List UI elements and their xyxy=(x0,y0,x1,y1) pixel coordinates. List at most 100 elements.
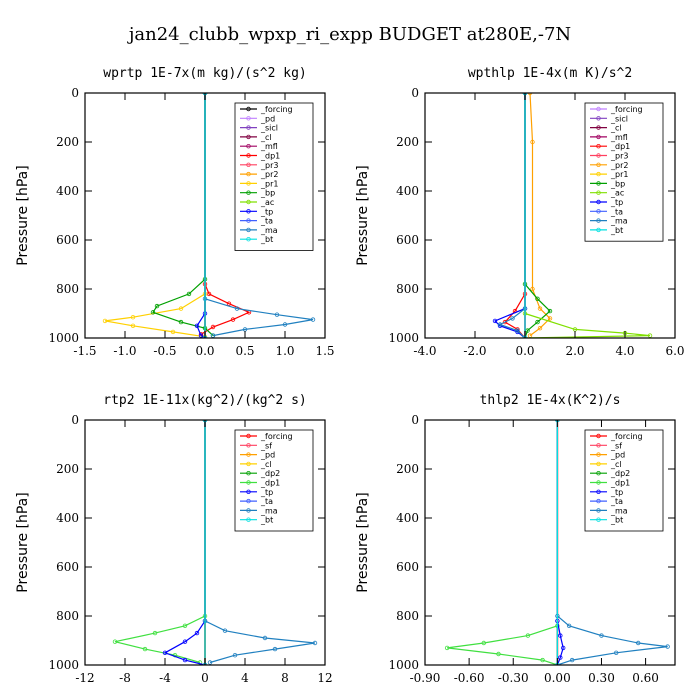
legend: _forcing_sicl_cl_mfl_dp1_pr3_pr2_pr1_bp_… xyxy=(584,102,664,242)
legend-marker xyxy=(246,218,251,223)
legend-marker xyxy=(246,227,251,233)
series-point xyxy=(665,644,670,649)
x-tick-label: -4.0 xyxy=(413,344,436,358)
x-tick-label: 0.00 xyxy=(544,671,571,685)
series-point xyxy=(312,640,318,646)
y-tick-label: 0 xyxy=(411,413,419,427)
x-tick-label: 0.5 xyxy=(235,344,254,358)
legend-entry: _ma xyxy=(260,506,278,515)
x-tick-label: 0.0 xyxy=(515,344,534,358)
x-tick-label: 0.60 xyxy=(632,671,659,685)
legend-marker xyxy=(246,162,251,167)
series-point xyxy=(182,623,188,628)
y-tick-label: 200 xyxy=(396,462,419,476)
legend-marker xyxy=(596,452,601,457)
legend-marker xyxy=(596,433,601,439)
x-tick-label: -0.90 xyxy=(410,671,441,685)
x-tick-label: 6.0 xyxy=(665,344,684,358)
legend-marker xyxy=(246,116,251,121)
y-tick-label: 600 xyxy=(396,560,419,574)
chart-panel-1: wprtp 1E-7x(m kg)/(s^2 kg) Pressure [hPa]… xyxy=(15,66,335,358)
series-line-ma xyxy=(204,420,316,664)
x-tick-label: 12 xyxy=(317,671,332,685)
series-point xyxy=(530,139,535,145)
series-point xyxy=(561,645,566,651)
y-tick-label: 200 xyxy=(396,135,419,149)
legend-entry: _forcing xyxy=(260,105,293,114)
legend-entry: _ma xyxy=(610,217,628,226)
series-point xyxy=(262,635,268,641)
y-axis-label: Pressure [hPa] xyxy=(15,165,31,265)
series-point xyxy=(599,633,604,638)
legend-marker xyxy=(596,480,601,485)
series-point xyxy=(234,306,240,311)
x-tick-label: 0 xyxy=(201,671,209,685)
legend-entry: _sf xyxy=(260,441,272,450)
legend-marker xyxy=(246,489,251,494)
x-tick-label: -2.0 xyxy=(463,344,486,358)
series-point xyxy=(540,657,545,663)
x-tick-label: 4.0 xyxy=(615,344,634,358)
legend-entry: _ma xyxy=(610,506,628,515)
legend-entry: _bt xyxy=(610,226,623,235)
y-tick-label: 600 xyxy=(56,233,79,247)
legend-entry: _tp xyxy=(260,488,273,497)
y-tick-label: 400 xyxy=(56,184,79,198)
legend: _forcing_sf_pd_cl_dp2_dp1_tp_ta_ma_bt xyxy=(234,429,314,532)
legend-marker xyxy=(246,199,251,205)
y-tick-label: 0 xyxy=(71,86,79,100)
y-axis-label: Pressure [hPa] xyxy=(355,165,371,265)
legend-marker xyxy=(246,480,251,485)
y-axis-label: Pressure [hPa] xyxy=(15,492,31,592)
series-point xyxy=(525,328,530,333)
legend-marker xyxy=(596,199,601,205)
series-point xyxy=(569,657,575,663)
series-line-ma xyxy=(556,420,668,665)
chart-title: rtp2 1E-11x(kg^2)/(kg^2 s) xyxy=(103,393,307,408)
legend-entry: _cl xyxy=(610,460,622,469)
series-group xyxy=(102,93,316,338)
y-tick-label: 400 xyxy=(396,511,419,525)
legend-entry: _pr1 xyxy=(610,170,628,179)
legend-marker xyxy=(596,125,601,130)
legend-entry: _ta xyxy=(260,217,273,226)
legend-marker xyxy=(246,190,251,195)
legend-marker xyxy=(596,190,601,195)
series-point xyxy=(537,326,543,331)
series-point xyxy=(496,651,501,657)
x-tick-label: 0.30 xyxy=(588,671,615,685)
series-point xyxy=(535,319,540,325)
plot-frame xyxy=(424,419,676,666)
legend-entry: _ta xyxy=(610,497,623,506)
series-point xyxy=(186,291,192,297)
legend-marker xyxy=(246,433,251,439)
series-point xyxy=(525,633,531,638)
series-point xyxy=(444,645,450,651)
series-line-dp1 xyxy=(504,93,526,338)
legend-entry: _cl xyxy=(610,124,622,133)
series-point xyxy=(230,317,236,322)
x-tick-label: -1.5 xyxy=(73,344,96,358)
legend-marker xyxy=(246,517,251,522)
x-tick-label: 1.0 xyxy=(275,344,294,358)
series-point xyxy=(182,657,188,663)
legend-marker xyxy=(596,106,601,112)
y-tick-label: 400 xyxy=(396,184,419,198)
legend-marker xyxy=(246,181,251,186)
legend-entry: _bp xyxy=(610,179,625,188)
series-point xyxy=(492,318,498,324)
legend-marker xyxy=(246,171,251,177)
y-tick-label: 800 xyxy=(56,282,79,296)
series-point xyxy=(154,303,160,309)
series-point xyxy=(310,317,316,322)
series-point xyxy=(194,630,200,636)
legend-marker xyxy=(596,471,601,476)
legend-marker xyxy=(596,517,601,522)
legend-marker xyxy=(596,116,601,121)
legend-entry: _forcing xyxy=(610,432,643,441)
legend-entry: _ma xyxy=(260,226,278,235)
series-point xyxy=(178,306,184,311)
legend-marker xyxy=(596,498,601,504)
legend-entry: _pr2 xyxy=(260,170,278,179)
series-point xyxy=(170,329,176,335)
